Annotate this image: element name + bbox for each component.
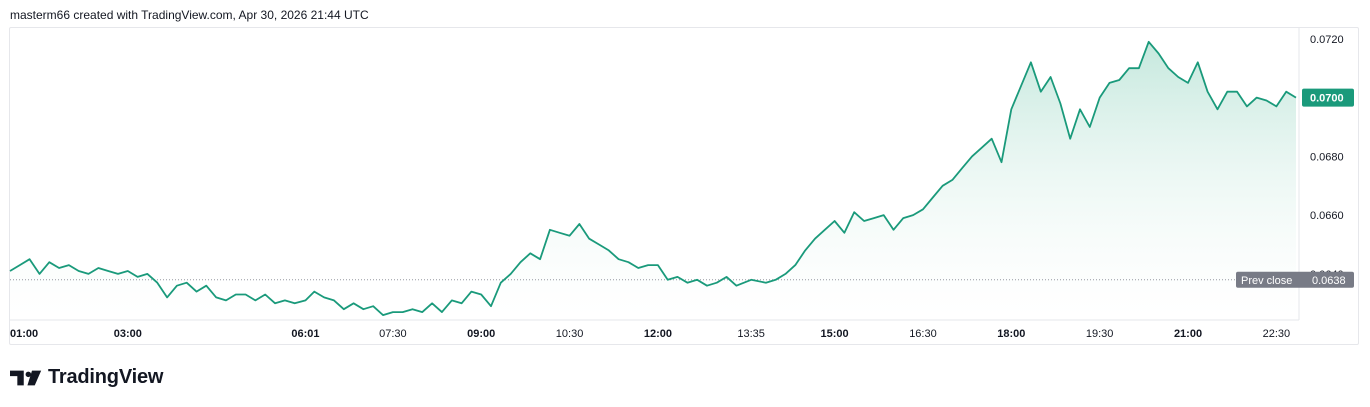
time-tick-label: 01:00: [10, 328, 38, 340]
last-price-badge-value: 0.0700: [1310, 93, 1344, 105]
time-tick-label: 06:01: [291, 328, 319, 340]
last-price-badge: 0.0700: [1302, 88, 1354, 107]
tradingview-branding[interactable]: TradingView: [10, 366, 163, 389]
tradingview-logo-icon: [10, 370, 42, 385]
time-tick-label: 07:30: [379, 328, 407, 340]
time-tick-label: 19:30: [1086, 328, 1114, 340]
tradingview-wordmark: TradingView: [48, 366, 164, 388]
prev-close-badge-label: Prev close: [1241, 275, 1292, 287]
prev-close-badge-value: 0.0638: [1312, 275, 1346, 287]
price-tick-label: 0.0720: [1310, 34, 1344, 46]
price-tick-label: 0.0680: [1310, 151, 1344, 163]
time-tick-label: 09:00: [467, 328, 495, 340]
time-tick-label: 10:30: [556, 328, 584, 340]
chart-attribution: masterm66 created with TradingView.com, …: [10, 8, 369, 22]
time-tick-label: 15:00: [821, 328, 849, 340]
time-tick-label: 03:00: [114, 328, 142, 340]
time-tick-label: 22:30: [1263, 328, 1291, 340]
chart-frame: [9, 27, 1359, 345]
price-area-fill: [10, 41, 1296, 319]
prev-close-badge-background: [1236, 271, 1354, 288]
prev-close-badge: Prev close 0.0638: [1236, 271, 1354, 288]
time-tick-label: 16:30: [909, 328, 937, 340]
price-line: [9, 40, 1297, 316]
time-tick-label: 12:00: [644, 328, 672, 340]
last-price-badge-background: [1302, 88, 1354, 107]
time-tick-label: 18:00: [997, 328, 1025, 340]
price-tick-label: 0.0660: [1310, 210, 1344, 222]
time-tick-label: 13:35: [737, 328, 765, 340]
time-axis: 01:00 03:00 06:01 07:30 09:00 10:30 12:00 13:35…: [10, 328, 1290, 340]
time-tick-label: 21:00: [1174, 328, 1202, 340]
